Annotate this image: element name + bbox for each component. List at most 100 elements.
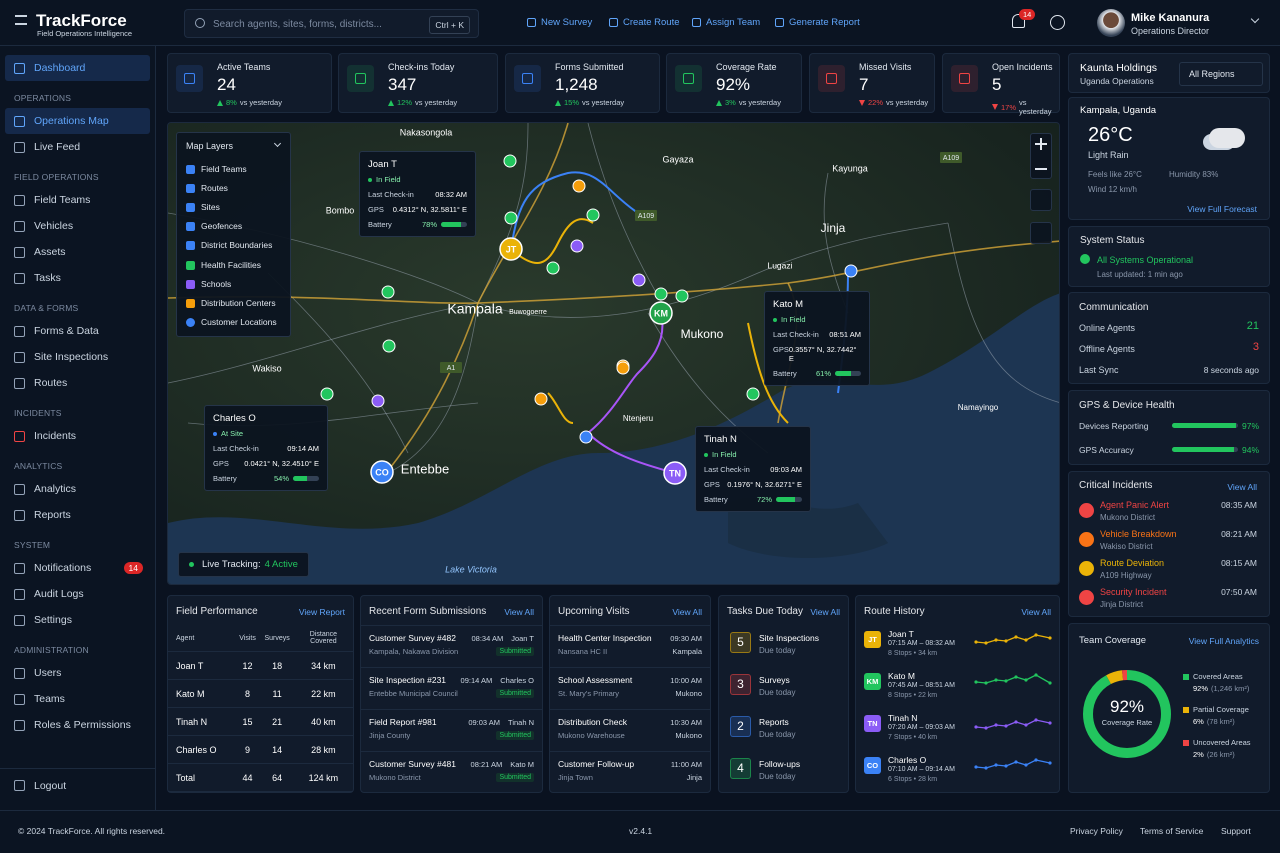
live-value: 4 Active bbox=[264, 559, 298, 570]
agent-marker[interactable]: TN bbox=[663, 461, 687, 485]
layer-toggle[interactable]: Routes bbox=[186, 183, 228, 193]
card-link[interactable]: View All bbox=[1021, 606, 1051, 617]
layer-toggle[interactable]: Field Teams bbox=[186, 164, 247, 174]
incident-title: Route Deviation bbox=[1100, 558, 1165, 568]
sparkline-line bbox=[975, 634, 1051, 644]
card-link[interactable]: View All bbox=[672, 606, 702, 617]
incidents-link[interactable]: View All bbox=[1227, 482, 1257, 492]
battery: 78% bbox=[422, 220, 467, 229]
layer-toggle[interactable]: Geofences bbox=[186, 221, 242, 231]
kpi-value: 7 bbox=[859, 75, 869, 94]
card-link[interactable]: View All bbox=[810, 606, 840, 617]
agent-marker-dot bbox=[663, 461, 687, 485]
map-panel: Nakasongola Gayaza Kayunga Bombo Jinja Lugazi… bbox=[167, 122, 1060, 585]
card-link[interactable]: View Report bbox=[298, 606, 345, 617]
coverage-card: Team Coverage View Full Analytics 92% Cover… bbox=[1068, 623, 1270, 793]
nav-item[interactable]: Reports bbox=[0, 502, 155, 528]
nav-item[interactable]: Site Inspections bbox=[0, 344, 155, 370]
kpi-icon bbox=[347, 65, 374, 92]
checkbox bbox=[186, 183, 195, 193]
nav-item[interactable]: Settings bbox=[0, 607, 155, 633]
route-stats: 6 Stops • 28 km bbox=[888, 776, 938, 783]
nav-item[interactable]: Field Teams bbox=[0, 187, 155, 213]
nav-item[interactable]: Assets bbox=[0, 239, 155, 265]
route-stats: 7 Stops • 40 km bbox=[888, 734, 938, 741]
coverage-link[interactable]: View Full Analytics bbox=[1188, 636, 1259, 646]
notification-bell[interactable] bbox=[1012, 14, 1025, 28]
nav-item[interactable]: Operations Map bbox=[5, 108, 150, 134]
search-box[interactable]: Search agents, sites, forms, districts..… bbox=[184, 9, 479, 38]
card-link[interactable]: View All bbox=[504, 606, 534, 617]
avatar bbox=[1097, 9, 1125, 37]
site-marker bbox=[675, 289, 689, 303]
route-sparkline bbox=[974, 673, 1052, 685]
sparkline-dot bbox=[1048, 721, 1052, 725]
popup-row: Last Check-in 08:51 AM bbox=[773, 330, 861, 339]
sparkline-dot bbox=[974, 680, 978, 684]
row: Distribution Check 10:30 AM bbox=[558, 717, 702, 727]
weather-link[interactable]: View Full Forecast bbox=[1187, 204, 1257, 214]
nav-item[interactable]: Analytics bbox=[0, 476, 155, 502]
road-shield bbox=[635, 210, 657, 221]
footer-link[interactable]: Privacy Policy bbox=[1070, 826, 1123, 836]
action-button[interactable]: New Survey bbox=[527, 17, 592, 28]
visit-title: Customer Follow-up bbox=[558, 759, 635, 769]
action-button[interactable]: Assign Team bbox=[692, 17, 760, 28]
layers-panel: Map Layers Field Teams Routes Sites Geofence… bbox=[176, 132, 291, 337]
health-fill bbox=[1172, 423, 1237, 428]
nav-item[interactable]: Teams bbox=[0, 686, 155, 712]
agent-marker[interactable]: KM bbox=[649, 301, 673, 325]
help-icon[interactable] bbox=[1050, 15, 1065, 30]
nav-item[interactable]: Tasks bbox=[0, 265, 155, 291]
layer-toggle[interactable]: Sites bbox=[186, 202, 220, 212]
layer-toggle[interactable]: District Boundaries bbox=[186, 240, 272, 250]
tasks-card: Tasks Due Today View All 5 Site Inspections… bbox=[718, 595, 849, 793]
nav-item[interactable]: Notifications 14 bbox=[0, 555, 155, 581]
table-cell: 22 km bbox=[293, 679, 353, 708]
system-title: System Status bbox=[1080, 235, 1145, 246]
nav-label: Logout bbox=[34, 779, 67, 792]
submission-title: Customer Survey #481 bbox=[369, 759, 456, 769]
nav-icon bbox=[14, 509, 25, 521]
table-cell: 14 bbox=[260, 735, 294, 764]
agent-marker[interactable]: JT bbox=[499, 237, 523, 261]
table-cell: 15 bbox=[234, 707, 261, 736]
map[interactable]: Nakasongola Gayaza Kayunga Bombo Jinja Lugazi… bbox=[168, 123, 1060, 585]
action-button[interactable]: Create Route bbox=[609, 17, 680, 28]
visit-city: Mukono bbox=[675, 731, 702, 740]
footer-link[interactable]: Terms of Service bbox=[1140, 826, 1204, 836]
table-cell: 12 bbox=[234, 651, 261, 680]
weather-feels: Feels like 26°C bbox=[1088, 170, 1142, 179]
map-control[interactable] bbox=[1030, 189, 1052, 211]
task-due: Due today bbox=[759, 772, 796, 781]
menu-icon bbox=[15, 15, 27, 25]
legend-swatch bbox=[186, 279, 195, 289]
nav-item[interactable]: Users bbox=[0, 660, 155, 686]
action-button[interactable]: Generate Report bbox=[775, 17, 860, 28]
kpi-change-note: vs yesterday bbox=[239, 98, 282, 107]
nav-item[interactable]: Dashboard bbox=[5, 55, 150, 81]
submission-title: Field Report #981 bbox=[369, 717, 437, 727]
popup-value: 08:51 AM bbox=[829, 330, 861, 339]
map-control[interactable] bbox=[1030, 222, 1052, 244]
nav-item[interactable]: Logout bbox=[0, 768, 155, 802]
nav-item[interactable]: Live Feed bbox=[0, 134, 155, 160]
nav-item[interactable]: Incidents bbox=[0, 423, 155, 449]
kpi-change-value: 15% bbox=[564, 98, 580, 107]
region-select[interactable]: All Regions bbox=[1179, 62, 1263, 86]
nav-item[interactable]: Routes bbox=[0, 370, 155, 396]
sparkline-dot bbox=[1014, 720, 1018, 724]
agent-marker[interactable]: CO bbox=[370, 460, 394, 484]
weather-humidity: Humidity 83% bbox=[1169, 170, 1219, 179]
row: Jinja Town Jinja bbox=[558, 773, 702, 782]
table-cell: Total bbox=[168, 763, 235, 792]
nav-item[interactable]: Forms & Data bbox=[0, 318, 155, 344]
footer-link[interactable]: Support bbox=[1221, 826, 1251, 836]
nav-item[interactable]: Vehicles bbox=[0, 213, 155, 239]
legend-value: 2% (26 km²) bbox=[1193, 750, 1235, 759]
nav-item[interactable]: Roles & Permissions bbox=[0, 712, 155, 738]
visit-city: Mukono bbox=[675, 689, 702, 698]
nav-item[interactable]: Audit Logs bbox=[0, 581, 155, 607]
submission-place: Jinja County bbox=[369, 731, 411, 740]
kpi-label: Check-ins Today bbox=[388, 62, 455, 72]
